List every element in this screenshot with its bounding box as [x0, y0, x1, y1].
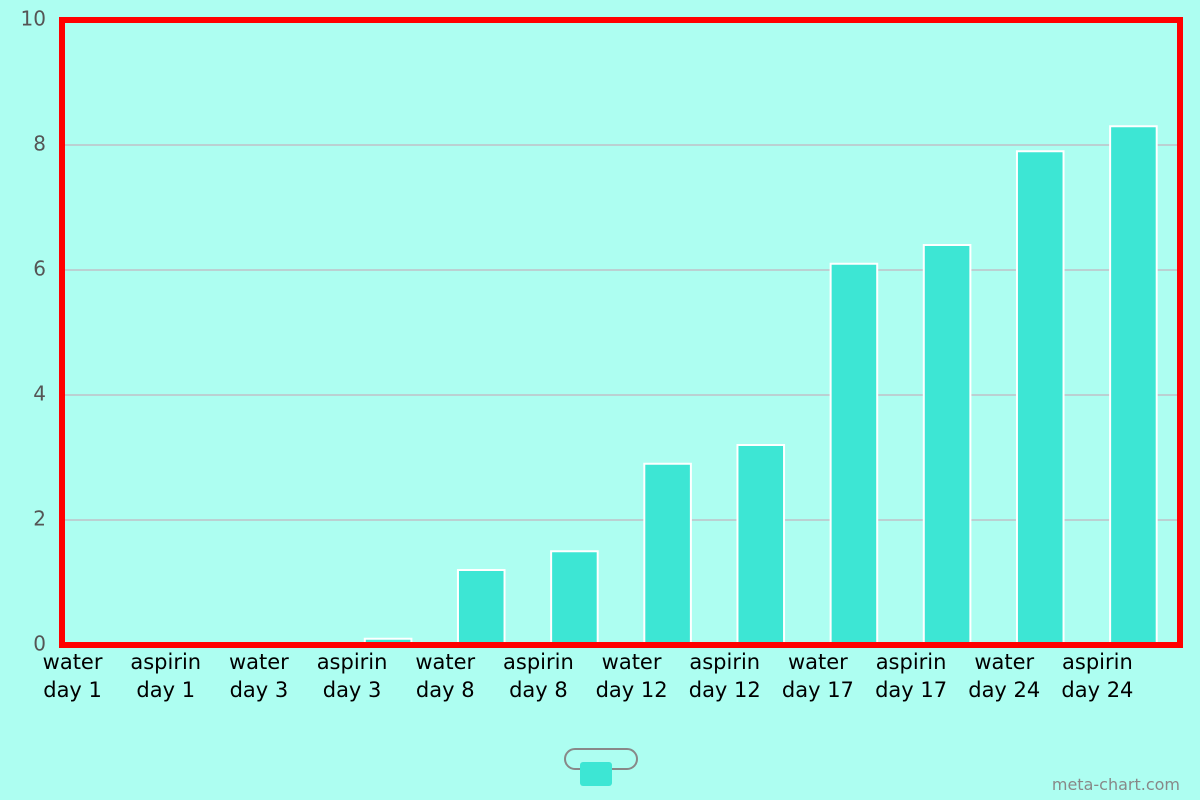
watermark: meta-chart.com	[1051, 775, 1180, 794]
bar	[1109, 125, 1158, 646]
x-tick-label: aspirin day 3	[316, 650, 388, 702]
plot-border	[59, 17, 1183, 648]
x-tick-label: water day 3	[228, 650, 289, 702]
y-tick-label: 4	[33, 382, 46, 406]
y-tick-label: 8	[33, 132, 46, 156]
bar	[736, 444, 786, 646]
x-tick-label: aspirin day 12	[688, 650, 761, 702]
x-tick-label: aspirin day 8	[503, 650, 574, 702]
legend-swatch	[580, 762, 612, 786]
y-tick-label: 2	[33, 507, 46, 531]
bar	[643, 462, 692, 646]
x-tick-label: aspirin day 24	[1061, 650, 1134, 702]
bar	[829, 262, 879, 646]
x-tick-label: aspirin day 1	[130, 650, 202, 702]
bar	[922, 244, 972, 646]
x-tick-label: water day 17	[781, 650, 854, 702]
x-tick-label: aspirin day 17	[875, 650, 948, 702]
bar	[456, 569, 506, 646]
x-tick-label: water day 8	[415, 650, 476, 702]
y-tick-label: 0	[33, 632, 46, 656]
x-tick-label: water day 12	[595, 650, 668, 702]
y-tick-label: 10	[21, 7, 46, 31]
bar	[550, 550, 599, 646]
y-tick-label: 6	[33, 257, 46, 281]
bar	[1015, 150, 1065, 646]
x-tick-label: water day 24	[968, 650, 1041, 702]
x-tick-label: water day 1	[42, 650, 103, 702]
